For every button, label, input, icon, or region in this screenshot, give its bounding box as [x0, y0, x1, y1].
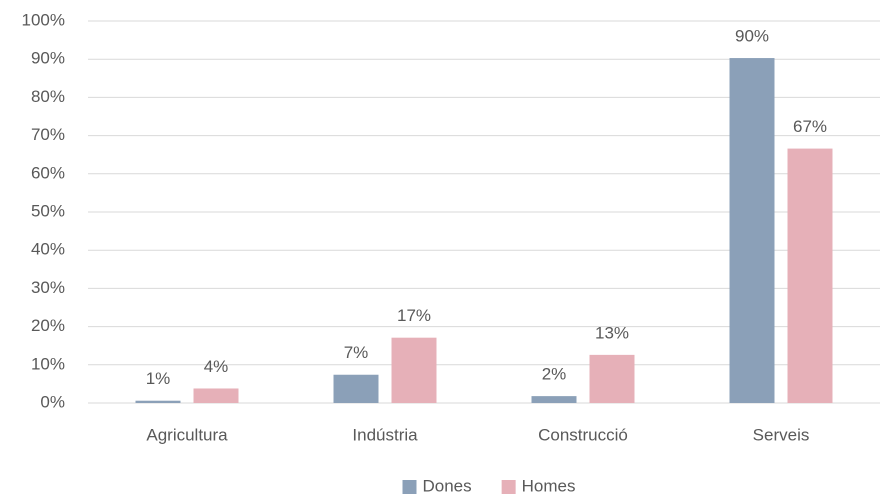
legend-swatch	[402, 480, 417, 494]
y-tick-label: 70%	[31, 125, 65, 144]
y-tick-label: 20%	[31, 316, 65, 335]
x-tick-label: Agricultura	[146, 425, 228, 444]
value-label: 2%	[542, 365, 567, 384]
legend-swatch	[501, 480, 516, 494]
bar	[333, 374, 379, 403]
value-label: 17%	[397, 306, 431, 325]
bar	[787, 148, 833, 403]
y-tick-label: 60%	[31, 163, 65, 182]
legend-label: Dones	[423, 476, 472, 495]
value-label: 7%	[344, 343, 369, 362]
legend-label: Homes	[522, 476, 576, 495]
bar	[193, 388, 239, 403]
bar	[729, 58, 775, 403]
bar	[391, 337, 437, 403]
y-tick-label: 80%	[31, 87, 65, 106]
y-tick-label: 10%	[31, 354, 65, 373]
y-tick-label: 100%	[22, 10, 65, 29]
value-label: 13%	[595, 323, 629, 342]
bar	[589, 354, 635, 403]
value-label: 67%	[793, 117, 827, 136]
y-tick-label: 40%	[31, 240, 65, 259]
value-label: 1%	[146, 369, 171, 388]
x-tick-label: Indústria	[352, 425, 418, 444]
bar	[135, 400, 181, 403]
bar	[531, 396, 577, 403]
y-tick-label: 90%	[31, 49, 65, 68]
value-label: 4%	[204, 357, 229, 376]
x-tick-label: Serveis	[753, 425, 810, 444]
y-tick-label: 30%	[31, 278, 65, 297]
y-tick-label: 50%	[31, 201, 65, 220]
y-tick-label: 0%	[40, 392, 65, 411]
value-label: 90%	[735, 27, 769, 46]
x-tick-label: Construcció	[538, 425, 628, 444]
